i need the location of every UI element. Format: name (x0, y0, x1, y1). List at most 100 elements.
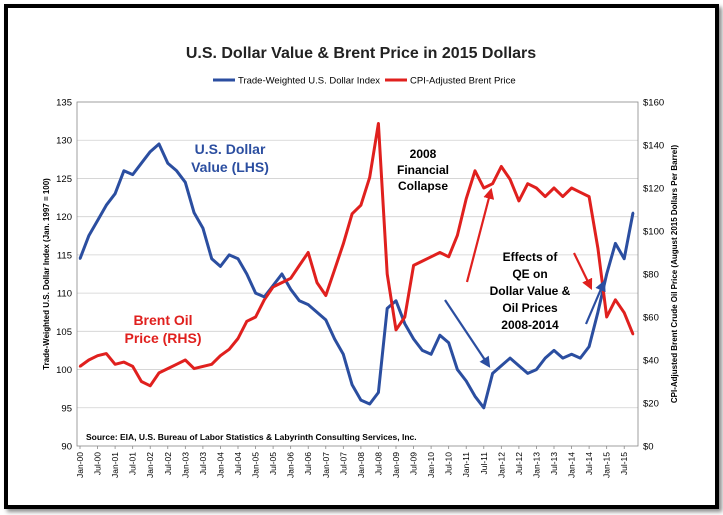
y-axis-left-label: Trade-Weighted U.S. Dollar Index (Jan. 1… (42, 178, 51, 370)
data-point (87, 234, 90, 237)
x-tick-label: Jul-00 (93, 452, 103, 475)
legend-label-brent: CPI-Adjusted Brent Price (410, 76, 516, 87)
annotation-qe-1: Effects of (503, 250, 559, 264)
arrow-brent-rise (465, 187, 495, 283)
data-point (403, 322, 406, 325)
data-point (105, 352, 108, 355)
data-point (131, 173, 134, 176)
x-tick-label: Jan-03 (180, 452, 190, 478)
x-tick-label: Jan-06 (286, 452, 296, 478)
x-tick-label: Jan-14 (567, 452, 577, 478)
data-point (377, 391, 380, 394)
data-point (368, 176, 371, 179)
data-point (210, 363, 213, 366)
arrow-brent-fall (573, 252, 593, 290)
data-point (500, 165, 503, 168)
data-point (78, 257, 82, 260)
y-right-tick-label: $100 (643, 227, 664, 238)
data-point (491, 182, 494, 185)
data-point (298, 299, 301, 302)
y-right-tick-label: $80 (643, 270, 659, 281)
y-right-tick-label: $160 (643, 98, 664, 109)
x-tick-label: Jan-05 (251, 452, 261, 478)
arrow-dollar-rise (584, 279, 606, 325)
data-point (315, 281, 319, 284)
data-point (298, 264, 301, 267)
data-point (289, 277, 292, 280)
data-point (596, 247, 600, 250)
data-point (201, 226, 205, 230)
data-point (307, 251, 310, 254)
data-point (377, 122, 380, 125)
data-point (544, 356, 547, 360)
annotation-qe-2: QE on (512, 267, 547, 281)
data-point (263, 295, 266, 299)
data-point (579, 356, 582, 360)
data-point (561, 195, 564, 198)
plot-border (76, 101, 639, 447)
data-point (245, 272, 248, 276)
annotation-crisis-1: 2008 (410, 147, 437, 161)
legend: Trade-Weighted U.S. Dollar Index CPI-Adj… (213, 76, 516, 87)
data-point (544, 195, 547, 198)
data-point (500, 364, 503, 367)
data-point (236, 337, 240, 340)
data-point (473, 169, 477, 172)
x-tick-label: Jul-10 (444, 452, 454, 475)
x-tick-label: Jan-13 (531, 452, 541, 478)
x-tick-label: Jul-02 (163, 452, 173, 475)
legend-label-dollar: Trade-Weighted U.S. Dollar Index (238, 76, 380, 87)
data-point (157, 371, 161, 375)
data-point (561, 356, 564, 360)
y-right-tick-label: $140 (643, 141, 664, 152)
data-point (421, 349, 424, 352)
dollar-index-points (78, 142, 635, 409)
data-point (157, 142, 161, 146)
data-point (175, 169, 178, 172)
x-tick-label: Jan-10 (426, 452, 436, 478)
dollar-index-line (78, 142, 635, 410)
data-point (245, 320, 248, 323)
data-point (535, 186, 538, 190)
x-tick-label: Jul-13 (549, 452, 559, 475)
data-point (359, 204, 363, 207)
data-point (166, 161, 169, 165)
data-point (429, 255, 433, 258)
data-point (623, 257, 626, 260)
data-point (587, 195, 591, 198)
data-point (289, 288, 292, 291)
data-point (438, 333, 442, 337)
y-left-tick-label: 90 (61, 442, 72, 453)
data-point (447, 255, 450, 258)
data-point (342, 353, 345, 356)
annotation-dollar-1: U.S. Dollar (195, 141, 266, 157)
y-axis-left-ticks: 90 95 100 105 110 115 120 125 130 135 (56, 98, 72, 453)
brent-price-points (78, 122, 635, 387)
data-point (596, 311, 600, 314)
gridlines (77, 139, 638, 409)
x-tick-label: Jul-05 (268, 452, 278, 475)
x-tick-label: Jan-12 (496, 452, 506, 478)
annotation-brent-2: Price (RHS) (124, 330, 201, 346)
y-left-tick-label: 110 (57, 289, 72, 300)
data-point (359, 398, 363, 402)
x-axis-ticks: Jan-00 Jul-00 Jan-01 Jul-01 Jan-02 Jul-02 Jan-… (75, 446, 629, 478)
data-point (605, 315, 608, 319)
data-point (271, 285, 275, 289)
data-point (324, 294, 327, 297)
data-point (579, 191, 582, 194)
data-point (535, 368, 538, 371)
data-point (517, 364, 521, 367)
annotation-crisis-2: Financial (397, 163, 449, 177)
data-point (263, 298, 266, 301)
data-point (333, 337, 336, 341)
data-point (192, 367, 196, 370)
data-point (149, 384, 152, 387)
data-point (254, 291, 257, 295)
data-point (166, 367, 169, 370)
data-point (614, 298, 617, 301)
data-point (96, 354, 99, 357)
data-point (113, 363, 117, 366)
data-point (517, 199, 521, 203)
x-tick-label: Jul-12 (514, 452, 524, 475)
